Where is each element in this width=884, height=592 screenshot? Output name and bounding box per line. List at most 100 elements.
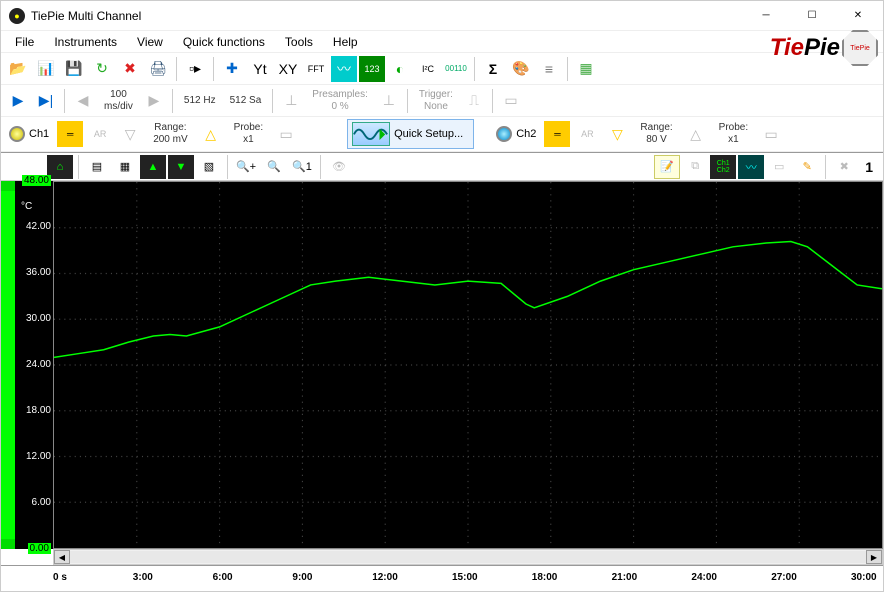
scroll-left-icon[interactable]: ◀ xyxy=(54,550,70,564)
tool-icon[interactable]: ▭ xyxy=(766,155,792,179)
peak-dn-icon[interactable]: ▼ xyxy=(168,155,194,179)
menu-view[interactable]: View xyxy=(129,33,171,51)
meter-icon[interactable]: 123 xyxy=(359,56,385,82)
sample-rate[interactable]: 512 Hz xyxy=(178,95,222,107)
tb-prev-icon[interactable]: ◀ xyxy=(70,88,96,114)
ch2-button[interactable]: Ch2 xyxy=(492,124,540,144)
xaxis-tick: 12:00 xyxy=(372,572,398,583)
ch1-range-up-icon[interactable]: △ xyxy=(198,121,224,147)
yaxis-tick: 12.00 xyxy=(26,451,51,462)
palette-icon[interactable]: 🎨 xyxy=(508,56,534,82)
yt-mode-icon[interactable]: Yt xyxy=(247,56,273,82)
yaxis-tick: 0.00 xyxy=(28,543,51,554)
presamples-label[interactable]: Presamples: 0 % xyxy=(306,89,374,113)
step-icon[interactable]: ▶| xyxy=(33,88,59,114)
scope-icon[interactable]: 〰 xyxy=(738,155,764,179)
halfmoon-icon[interactable]: ◐ xyxy=(387,56,413,82)
ch2-settings-icon[interactable]: ▭ xyxy=(758,121,784,147)
channels-icon[interactable]: Ch1Ch2 xyxy=(710,155,736,179)
zoom-in-icon[interactable]: 🔍+ xyxy=(233,155,259,179)
plot-area[interactable] xyxy=(53,181,883,549)
octagon-icon: TiePie xyxy=(842,30,878,66)
zoom-out-icon[interactable]: 🔍 xyxy=(261,155,287,179)
chip-icon[interactable]: ▦ xyxy=(573,56,599,82)
xaxis-tick: 24:00 xyxy=(691,572,717,583)
window-title: TiePie Multi Channel xyxy=(31,9,743,23)
menu-tools[interactable]: Tools xyxy=(277,33,321,51)
ch1-settings-icon[interactable]: ▭ xyxy=(273,121,299,147)
xaxis-tick: 30:00 xyxy=(851,572,877,583)
yaxis-tick: 48.00 xyxy=(22,175,51,186)
grid-icon[interactable]: ▦ xyxy=(112,155,138,179)
ch1-ar-icon[interactable]: AR xyxy=(87,121,113,147)
ch1-probe[interactable]: Probe: x1 xyxy=(228,122,269,146)
trigger-edge-icon[interactable]: ⎍ xyxy=(461,88,487,114)
menu-help[interactable]: Help xyxy=(325,33,366,51)
xaxis-tick: 0 s xyxy=(53,572,67,583)
pretrigger-left-icon[interactable]: ⊥ xyxy=(278,88,304,114)
menu-bar: File Instruments View Quick functions To… xyxy=(1,31,883,53)
yaxis-tick: 6.00 xyxy=(32,497,51,508)
main-toolbar: 📂 📊 💾 ↻ ✖ 🖨 ▫▸ ✚ Yt XY FFT 〰 123 ◐ I²C 0… xyxy=(1,53,883,85)
xaxis: 0 s3:006:009:0012:0015:0018:0021:0024:00… xyxy=(1,565,883,591)
ch1-button[interactable]: Ch1 xyxy=(5,124,53,144)
tb-next-icon[interactable]: ▶ xyxy=(141,88,167,114)
sigma-icon[interactable]: Σ xyxy=(480,56,506,82)
sample-count[interactable]: 512 Sa xyxy=(224,95,268,107)
h-scrollbar[interactable]: ◀ ▶ xyxy=(53,549,883,565)
ch2-range[interactable]: Range: 80 V xyxy=(634,122,678,146)
pencil-icon[interactable]: ✎ xyxy=(794,155,820,179)
peak-up-icon[interactable]: ▲ xyxy=(140,155,166,179)
maximize-button[interactable]: ☐ xyxy=(789,1,835,31)
menu-file[interactable]: File xyxy=(7,33,42,51)
ch2-range-down-icon[interactable]: ▽ xyxy=(604,121,630,147)
scroll-right-icon[interactable]: ▶ xyxy=(866,550,882,564)
close-graph-icon[interactable]: ✖ xyxy=(831,155,857,179)
graph-counter: 1 xyxy=(859,159,879,175)
refresh-icon[interactable]: ↻ xyxy=(89,56,115,82)
xaxis-tick: 27:00 xyxy=(771,572,797,583)
close-button[interactable]: ✕ xyxy=(835,1,881,31)
app-icon: ● xyxy=(9,8,25,24)
minimize-button[interactable]: ─ xyxy=(743,1,789,31)
fft-icon[interactable]: FFT xyxy=(303,56,329,82)
yaxis-tick: 36.00 xyxy=(26,267,51,278)
visibility-icon[interactable]: 👁 xyxy=(326,155,352,179)
timebase-label[interactable]: 100 ms/div xyxy=(98,89,139,113)
ch1-coupling-icon[interactable]: ═ xyxy=(57,121,83,147)
i2c-icon[interactable]: I²C xyxy=(415,56,441,82)
note-icon[interactable]: 📝 xyxy=(654,155,680,179)
link-icon[interactable]: ⧉ xyxy=(682,155,708,179)
pretrigger-right-icon[interactable]: ⊥ xyxy=(376,88,402,114)
yaxis: °C 48.0042.0036.0030.0024.0018.0012.006.… xyxy=(15,181,53,549)
save-icon[interactable]: 💾 xyxy=(61,56,87,82)
serial-icon[interactable]: 00110 xyxy=(443,56,469,82)
print-icon[interactable]: 🖨 xyxy=(145,56,171,82)
ch1-range[interactable]: Range: 200 mV xyxy=(147,122,193,146)
ch2-probe[interactable]: Probe: x1 xyxy=(713,122,754,146)
menu-quick-functions[interactable]: Quick functions xyxy=(175,33,273,51)
ch2-ar-icon[interactable]: AR xyxy=(574,121,600,147)
ch1-range-down-icon[interactable]: ▽ xyxy=(117,121,143,147)
zoom-reset-icon[interactable]: 🔍1 xyxy=(289,155,315,179)
trigger-label[interactable]: Trigger: None xyxy=(413,89,459,113)
list-icon[interactable]: ▤ xyxy=(84,155,110,179)
wave-icon[interactable]: 〰 xyxy=(331,56,357,82)
play-icon[interactable]: ▶ xyxy=(5,88,31,114)
delete-icon[interactable]: ✖ xyxy=(117,56,143,82)
ch2-coupling-icon[interactable]: ═ xyxy=(544,121,570,147)
open-icon[interactable]: 📂 xyxy=(5,56,31,82)
yaxis-handle[interactable] xyxy=(1,181,15,549)
window-icon[interactable]: ▭ xyxy=(498,88,524,114)
quick-setup-button[interactable]: Quick Setup... xyxy=(347,119,474,149)
sliders-icon[interactable]: ≡ xyxy=(536,56,562,82)
timebase-toolbar: ▶ ▶| ◀ 100 ms/div ▶ 512 Hz 512 Sa ⊥ Pres… xyxy=(1,85,883,117)
xaxis-tick: 3:00 xyxy=(133,572,153,583)
xy-mode-icon[interactable]: XY xyxy=(275,56,301,82)
block-icon[interactable]: ▫▸ xyxy=(182,56,208,82)
ch2-range-up-icon[interactable]: △ xyxy=(683,121,709,147)
cursor-icon[interactable]: ✚ xyxy=(219,56,245,82)
menu-instruments[interactable]: Instruments xyxy=(46,33,125,51)
chart-convert-icon[interactable]: 📊 xyxy=(33,56,59,82)
select-icon[interactable]: ▧ xyxy=(196,155,222,179)
